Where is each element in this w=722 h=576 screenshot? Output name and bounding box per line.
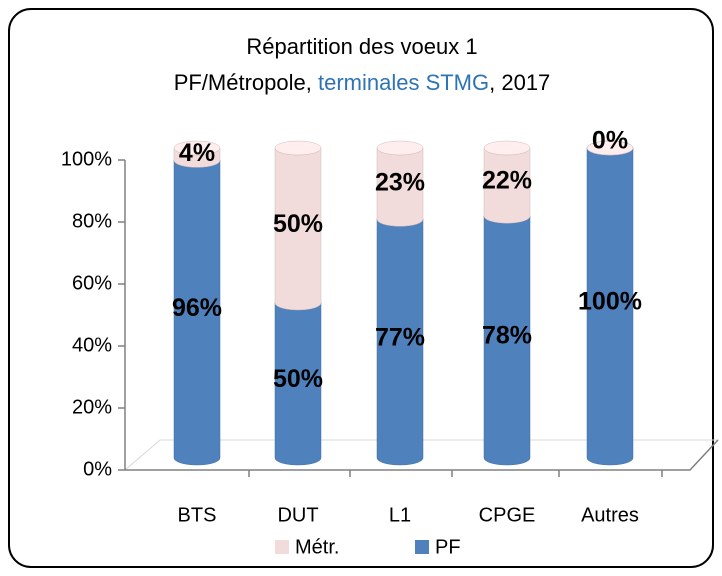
legend-swatch	[275, 540, 289, 554]
data-label: 23%	[375, 168, 425, 196]
x-tick-label: BTS	[178, 504, 217, 526]
data-label: 50%	[273, 210, 323, 238]
data-label: 0%	[592, 127, 628, 155]
bar-segment	[274, 140, 322, 311]
data-label: 100%	[578, 288, 642, 316]
bar-cap	[173, 140, 221, 156]
bar-segment	[586, 140, 634, 156]
y-tick-label: 20%	[72, 396, 112, 418]
chart-subtitle: PF/Métropole, terminales STMG, 2017	[174, 70, 551, 95]
bar-cap	[376, 140, 424, 156]
x-tick-label: DUT	[277, 504, 318, 526]
data-label: 50%	[273, 365, 323, 393]
y-tick-label: 40%	[72, 334, 112, 356]
bar-segment	[173, 140, 221, 168]
bar-cap	[483, 140, 531, 156]
data-label: 78%	[482, 322, 532, 350]
x-tick-label: CPGE	[479, 504, 536, 526]
x-tick-label: Autres	[581, 504, 639, 526]
y-tick-label: 60%	[72, 272, 112, 294]
chart-title: Répartition des voeux 1	[246, 34, 477, 59]
data-label: 96%	[172, 294, 222, 322]
legend-swatch	[415, 540, 429, 554]
y-tick-label: 0%	[83, 458, 112, 480]
legend-label: Métr.	[295, 536, 339, 558]
bar-segment	[376, 140, 424, 227]
y-tick-label: 80%	[72, 210, 112, 232]
legend-label: PF	[435, 536, 461, 558]
subtitle-part: PF/Métropole,	[174, 70, 318, 95]
bar-cap	[586, 140, 634, 156]
floor-edge	[125, 439, 719, 471]
y-tick-label: 100%	[61, 148, 112, 170]
data-label: 77%	[375, 323, 425, 351]
subtitle-part: terminales STMG	[318, 70, 489, 95]
data-label: 22%	[482, 167, 532, 195]
subtitle-part: , 2017	[489, 70, 550, 95]
x-tick-label: L1	[389, 504, 411, 526]
bar-cap	[274, 140, 322, 156]
bar-segment	[483, 140, 531, 224]
data-label: 4%	[179, 139, 215, 167]
